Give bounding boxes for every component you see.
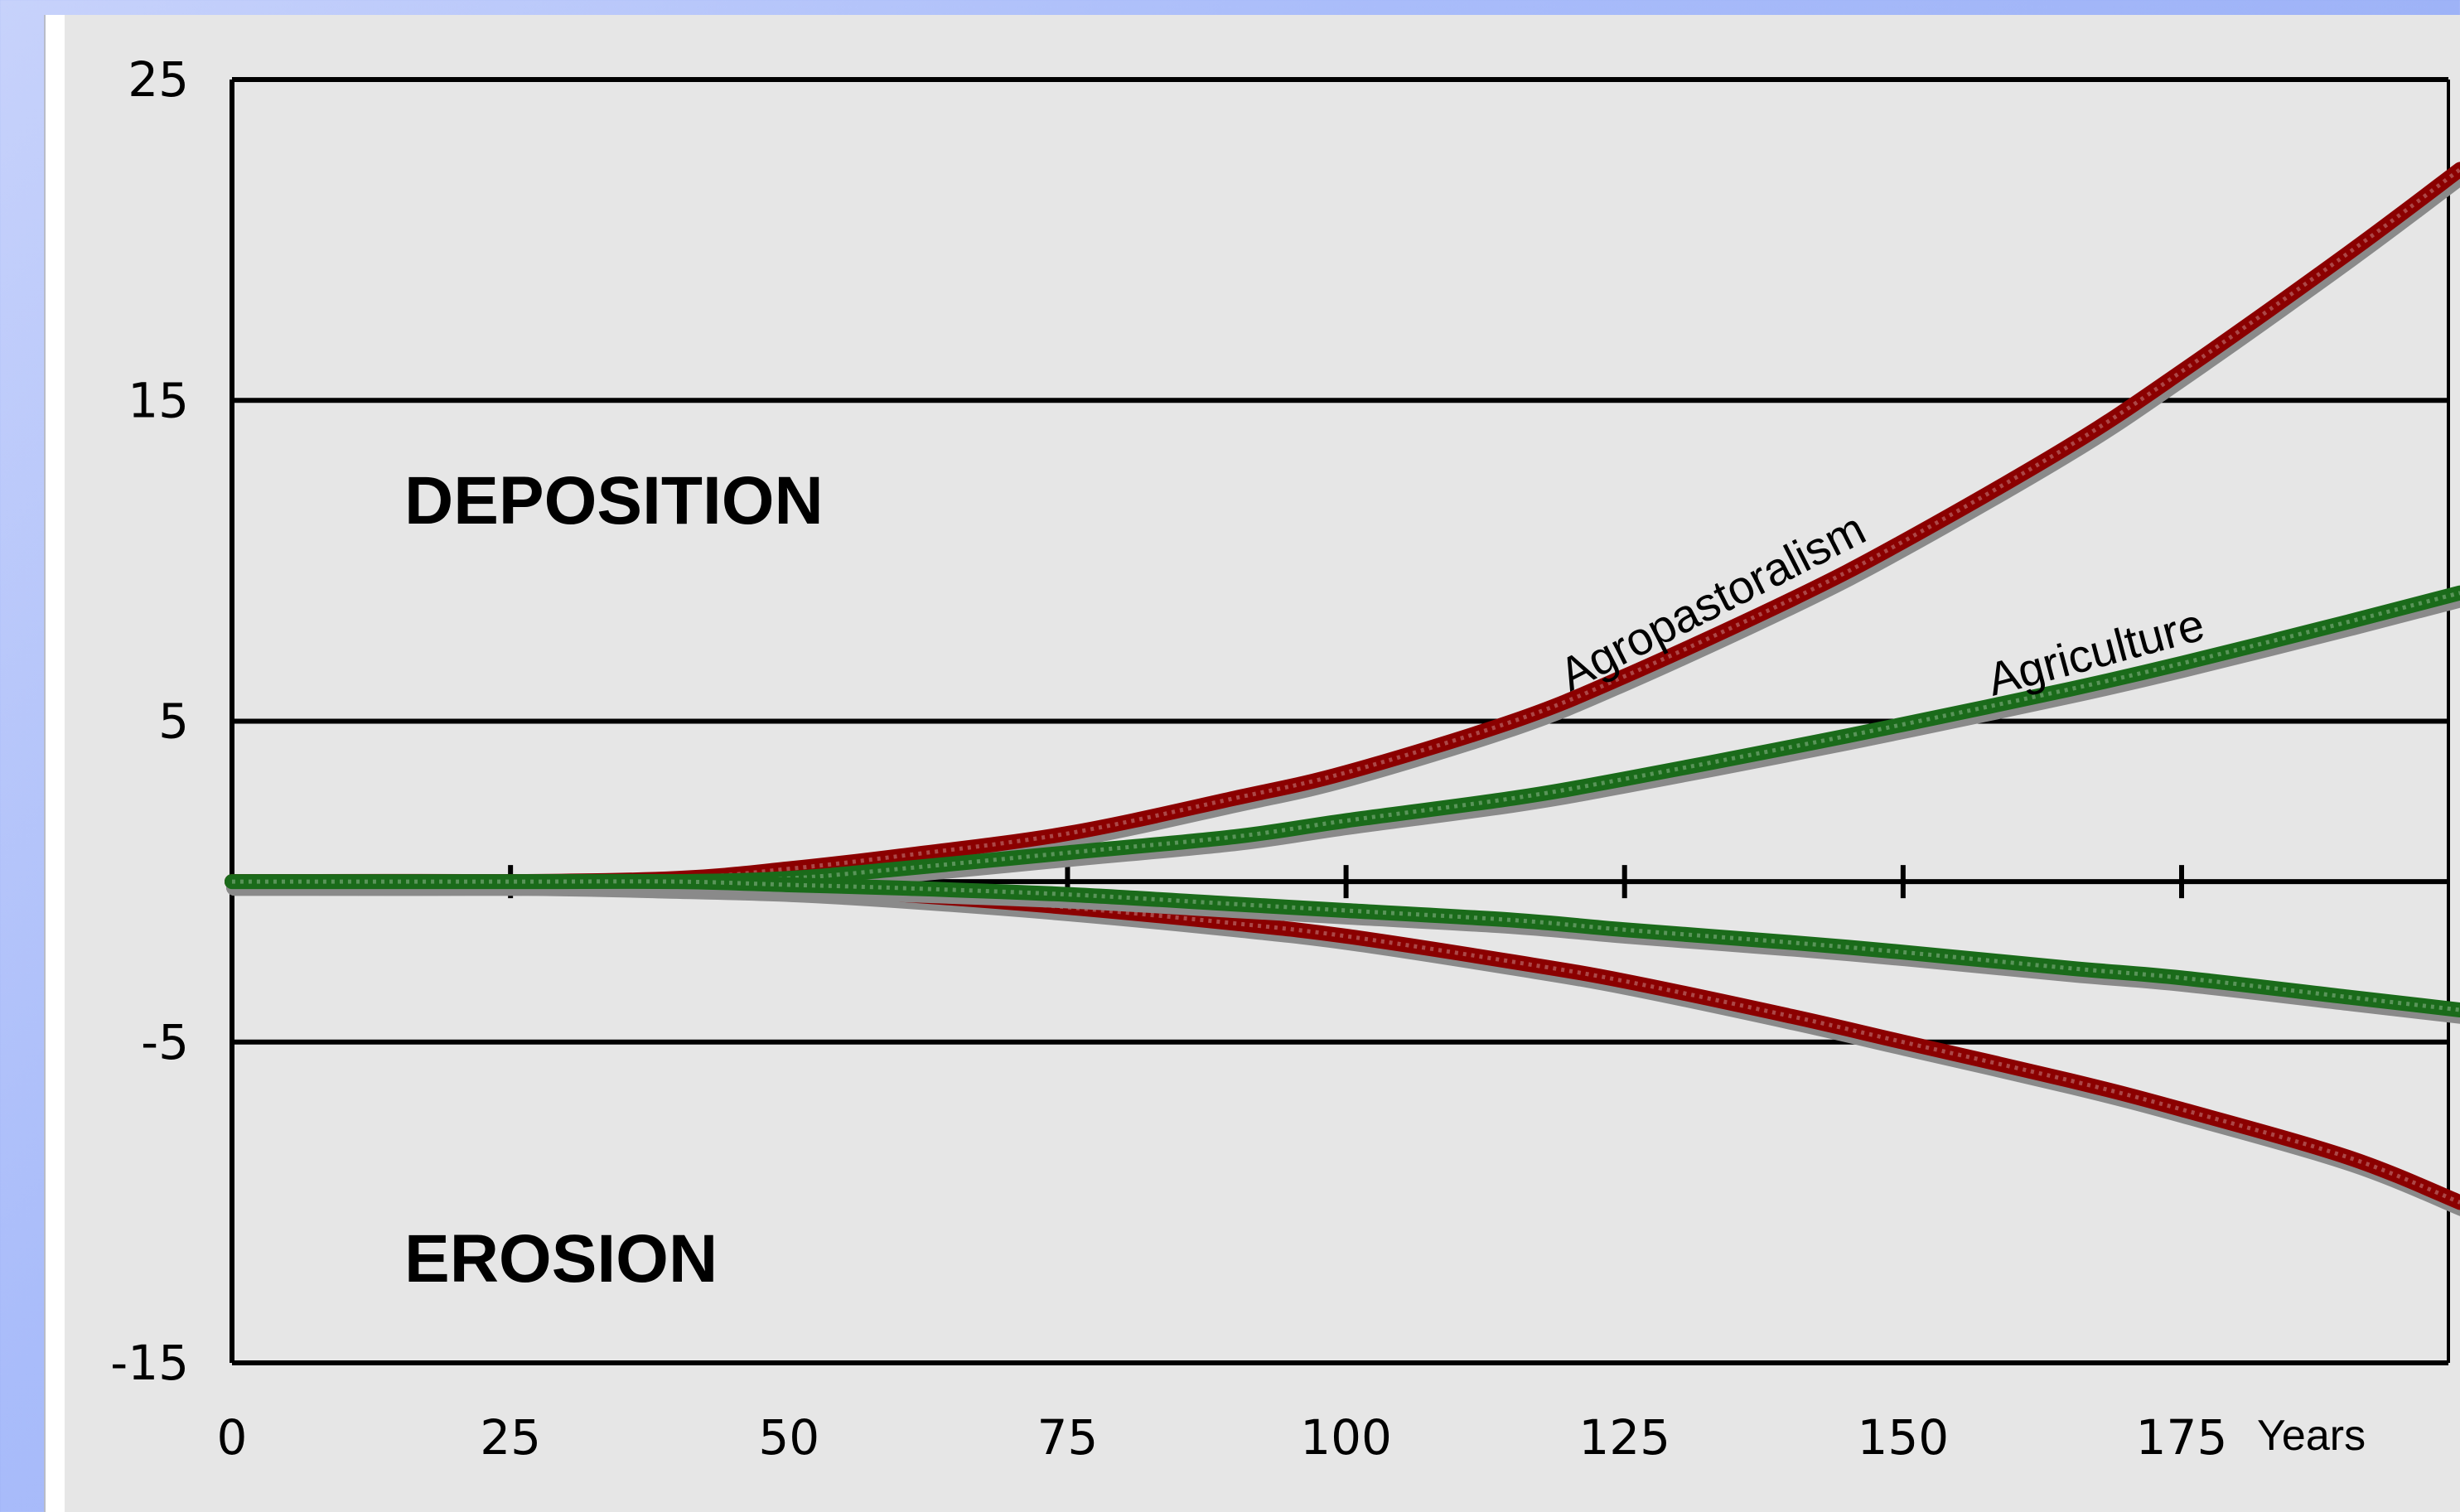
grid-layer	[230, 77, 2450, 1365]
y-tick-label: -5	[141, 1014, 189, 1070]
series-name-label: Agropastoralism	[1551, 502, 1873, 701]
x-tick-label: 100	[1300, 1409, 1392, 1466]
series-line-3	[225, 873, 2460, 1018]
x-tick-label: 25	[480, 1409, 541, 1466]
x-tick-label: 50	[758, 1409, 819, 1466]
series-layer	[225, 162, 2460, 1216]
x-tick-label: 125	[1578, 1409, 1670, 1466]
x-tick-label: 175	[2136, 1409, 2228, 1466]
series-line-3-texture	[232, 879, 2460, 1012]
region-label-erosion: EROSION	[404, 1221, 718, 1297]
series-line-0-texture	[231, 167, 2460, 884]
x-tick-label: 75	[1037, 1409, 1099, 1466]
x-axis-label: Years	[2257, 1412, 2366, 1460]
y-tick-label: 25	[128, 51, 189, 108]
x-tick-label: 150	[1857, 1409, 1949, 1466]
region-label-deposition: DEPOSITION	[404, 463, 824, 539]
y-tick-label: 5	[158, 693, 189, 750]
chart-area	[65, 15, 2460, 1512]
x-tick-label: 0	[217, 1409, 248, 1466]
y-tick-label: 15	[128, 372, 189, 428]
y-tick-label: -15	[110, 1335, 189, 1391]
